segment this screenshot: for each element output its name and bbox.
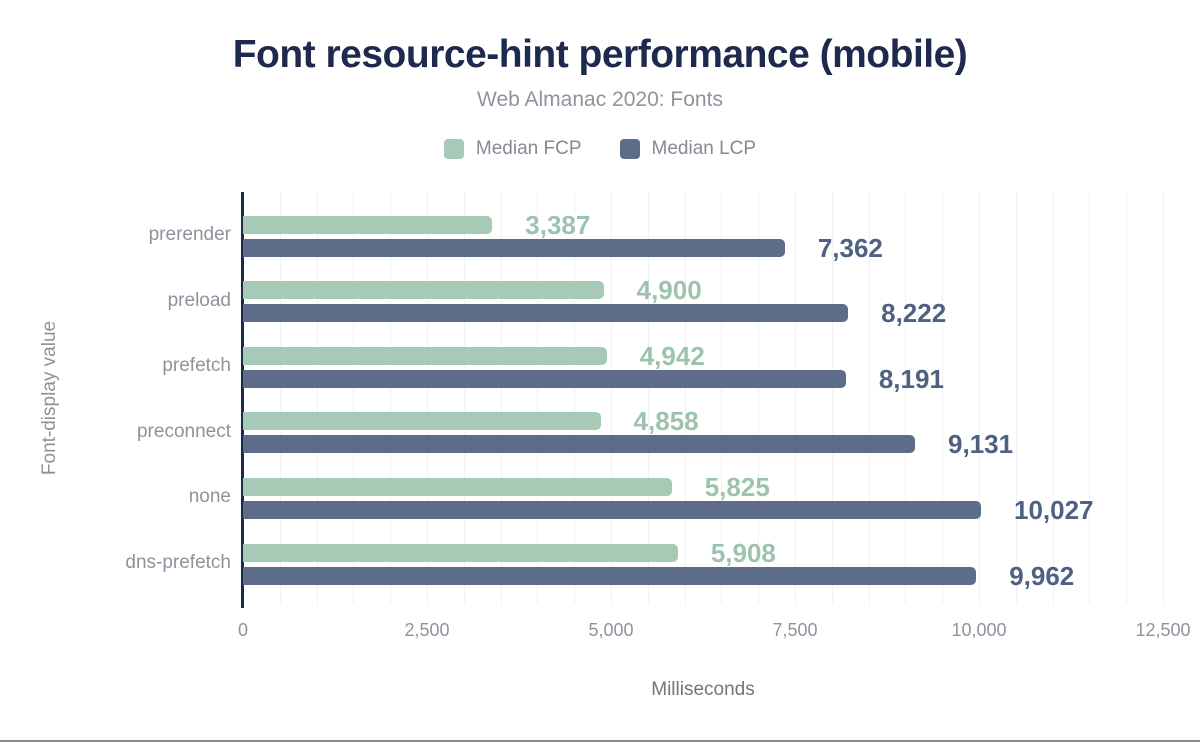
gridline	[684, 192, 686, 604]
x-axis-title: Milliseconds	[651, 679, 755, 700]
gridline	[279, 192, 281, 604]
legend-item-median-fcp: Median FCP	[443, 138, 582, 160]
value-label-median-fcp-preconnect: 4,858	[633, 406, 699, 437]
x-tick-label-2500: 2,500	[404, 620, 450, 640]
bar-median-fcp-preload	[243, 281, 604, 300]
bar-median-lcp-preconnect	[243, 435, 916, 454]
y-axis-title: Font-display value	[39, 320, 60, 476]
x-tick-label-0: 0	[237, 620, 249, 640]
gridline	[1163, 192, 1164, 604]
y-axis-line	[241, 192, 244, 608]
gridline	[500, 192, 502, 604]
value-label-median-fcp-none: 5,825	[704, 471, 770, 502]
value-label-median-fcp-prerender: 3,387	[525, 209, 591, 240]
category-label-prerender: prerender	[148, 224, 231, 245]
category-label-preload: preload	[167, 289, 231, 311]
legend-label-median-fcp: Median FCP	[475, 138, 582, 159]
legend-swatch-median-lcp	[619, 139, 640, 159]
gridline	[795, 192, 796, 604]
gridline	[721, 192, 723, 604]
gridline	[647, 192, 649, 604]
gridline	[758, 192, 760, 604]
legend-label-median-lcp: Median LCP	[651, 138, 757, 159]
x-tick-label-12500: 12,500	[1135, 620, 1191, 640]
gridline	[574, 192, 576, 604]
gridline	[942, 192, 944, 604]
value-label-median-lcp-preload: 8,222	[881, 298, 947, 329]
category-label-preconnect: preconnect	[136, 420, 231, 442]
x-tick-label-5000: 5,000	[588, 620, 634, 640]
gridline	[463, 192, 465, 604]
category-label-none: none	[188, 486, 231, 508]
gridline	[537, 192, 539, 604]
bar-median-lcp-dns-prefetch	[243, 566, 977, 585]
bar-median-fcp-preconnect	[243, 412, 601, 431]
gridline	[427, 192, 428, 604]
bar-median-fcp-prerender	[243, 215, 493, 234]
gridline	[1052, 192, 1054, 604]
gridline	[1089, 192, 1091, 604]
gridline	[905, 192, 907, 604]
gridline	[353, 192, 355, 604]
chart-title: Font resource-hint performance (mobile)	[232, 33, 968, 76]
gridline	[831, 192, 833, 604]
value-label-median-lcp-prerender: 7,362	[817, 232, 883, 263]
x-tick-label-7500: 7,500	[772, 620, 818, 640]
bar-median-fcp-prefetch	[243, 346, 607, 365]
bar-median-fcp-none	[243, 477, 672, 496]
value-label-median-lcp-preconnect: 9,131	[948, 429, 1014, 460]
value-label-median-lcp-none: 10,027	[1013, 494, 1094, 525]
gridline	[1126, 192, 1128, 604]
chart-subtitle: Web Almanac 2020: Fonts	[477, 88, 723, 111]
value-label-median-fcp-dns-prefetch: 5,908	[710, 537, 776, 568]
gridline	[316, 192, 318, 604]
gridline	[868, 192, 870, 604]
gridline	[1015, 192, 1017, 604]
bar-median-fcp-dns-prefetch	[243, 543, 678, 562]
gridline	[390, 192, 392, 604]
category-label-prefetch: prefetch	[162, 355, 231, 377]
legend: Median FCP Median LCP	[0, 138, 1200, 160]
bar-median-lcp-prerender	[243, 238, 785, 257]
value-label-median-lcp-dns-prefetch: 9,962	[1009, 560, 1075, 591]
category-label-dns-prefetch: dns-prefetch	[125, 552, 231, 573]
value-label-median-lcp-prefetch: 8,191	[878, 363, 944, 394]
bar-median-lcp-none	[243, 500, 981, 519]
value-label-median-fcp-prefetch: 4,942	[639, 340, 705, 371]
legend-item-median-lcp: Median LCP	[619, 138, 757, 160]
gridline	[979, 192, 980, 604]
value-label-median-fcp-preload: 4,900	[636, 275, 702, 306]
legend-swatch-median-fcp	[443, 139, 464, 159]
gridline	[611, 192, 612, 604]
bar-median-lcp-preload	[243, 304, 849, 323]
x-tick-label-10000: 10,000	[951, 620, 1007, 640]
bar-median-lcp-prefetch	[243, 369, 846, 388]
